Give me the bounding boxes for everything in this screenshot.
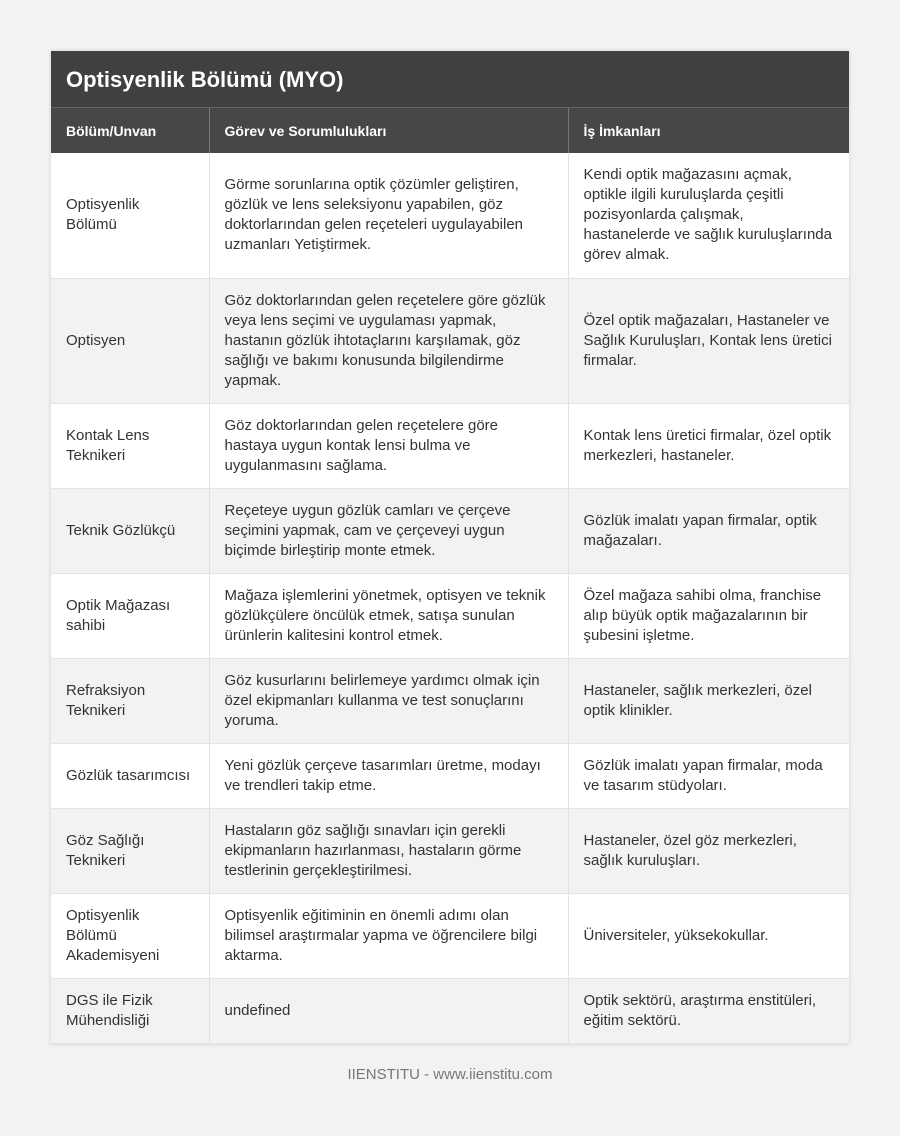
- career-table: Bölüm/Unvan Görev ve Sorumlulukları İş İ…: [51, 108, 849, 1044]
- cell-title: Teknik Gözlükçü: [51, 488, 210, 574]
- cell-duties: Hastaların göz sağlığı sınavları için ge…: [209, 808, 569, 894]
- table-row: Optisyenlik Bölümü Görme sorunlarına opti…: [51, 153, 849, 279]
- cell-title: Optisyenlik Bölümü: [51, 153, 210, 279]
- cell-title: Kontak Lens Teknikeri: [51, 403, 210, 489]
- cell-jobs: Optik sektörü, araştırma enstitüleri, eğ…: [568, 978, 849, 1044]
- cell-title: DGS ile Fizik Mühendisliği: [51, 978, 210, 1044]
- footer-credit: IIENSTITU - www.iienstitu.com: [347, 1066, 553, 1083]
- cell-duties: Mağaza işlemlerini yönetmek, optisyen ve…: [209, 573, 569, 659]
- cell-jobs: Üniversiteler, yüksekokullar.: [568, 893, 849, 979]
- cell-duties: Göz doktorlarından gelen reçetelere göre…: [209, 278, 569, 404]
- table-row: Optik Mağazası sahibi Mağaza işlemlerini …: [51, 573, 849, 659]
- cell-jobs: Hastaneler, özel göz merkezleri, sağlık …: [568, 808, 849, 894]
- cell-duties: undefined: [209, 978, 569, 1044]
- cell-title: Göz Sağlığı Teknikeri: [51, 808, 210, 894]
- cell-jobs: Gözlük imalatı yapan firmalar, optik mağ…: [568, 488, 849, 574]
- table-row: Göz Sağlığı Teknikeri Hastaların göz sağl…: [51, 808, 849, 894]
- table-row: DGS ile Fizik Mühendisliği undefined Optik…: [51, 978, 849, 1044]
- table-row: Gözlük tasarımcısı Yeni gözlük çerçeve ta…: [51, 743, 849, 809]
- cell-duties: Yeni gözlük çerçeve tasarımları üretme, …: [209, 743, 569, 809]
- cell-jobs: Gözlük imalatı yapan firmalar, moda ve t…: [568, 743, 849, 809]
- cell-jobs: Hastaneler, sağlık merkezleri, özel opti…: [568, 658, 849, 744]
- column-header-duties: Görev ve Sorumlulukları: [209, 108, 569, 153]
- cell-duties: Görme sorunlarına optik çözümler gelişti…: [209, 153, 569, 279]
- table-row: Optisyen Göz doktorlarından gelen reçetel…: [51, 278, 849, 404]
- cell-jobs: Özel mağaza sahibi olma, franchise alıp …: [568, 573, 849, 659]
- cell-duties: Reçeteye uygun gözlük camları ve çerçeve…: [209, 488, 569, 574]
- cell-duties: Optisyenlik eğitiminin en önemli adımı o…: [209, 893, 569, 979]
- cell-title: Gözlük tasarımcısı: [51, 743, 210, 809]
- table-row: Optisyenlik Bölümü Akademisyeni Optisyenl…: [51, 893, 849, 979]
- cell-jobs: Özel optik mağazaları, Hastaneler ve Sağ…: [568, 278, 849, 404]
- cell-jobs: Kendi optik mağazasını açmak, optikle il…: [568, 153, 849, 279]
- cell-duties: Göz doktorlarından gelen reçetelere göre…: [209, 403, 569, 489]
- cell-title: Refraksiyon Teknikeri: [51, 658, 210, 744]
- cell-jobs: Kontak lens üretici firmalar, özel optik…: [568, 403, 849, 489]
- cell-title: Optisyenlik Bölümü Akademisyeni: [51, 893, 210, 979]
- table-row: Kontak Lens Teknikeri Göz doktorlarından …: [51, 403, 849, 489]
- table-title: Optisyenlik Bölümü (MYO): [51, 51, 849, 108]
- column-header-jobs: İş İmkanları: [568, 108, 849, 153]
- cell-title: Optik Mağazası sahibi: [51, 573, 210, 659]
- cell-title: Optisyen: [51, 278, 210, 404]
- career-table-card: Optisyenlik Bölümü (MYO) Bölüm/Unvan Gör…: [51, 51, 849, 1044]
- table-row: Teknik Gözlükçü Reçeteye uygun gözlük cam…: [51, 488, 849, 574]
- table-row: Refraksiyon Teknikeri Göz kusurlarını bel…: [51, 658, 849, 744]
- header-row: Bölüm/Unvan Görev ve Sorumlulukları İş İ…: [51, 108, 849, 153]
- cell-duties: Göz kusurlarını belirlemeye yardımcı olm…: [209, 658, 569, 744]
- column-header-title: Bölüm/Unvan: [51, 108, 210, 153]
